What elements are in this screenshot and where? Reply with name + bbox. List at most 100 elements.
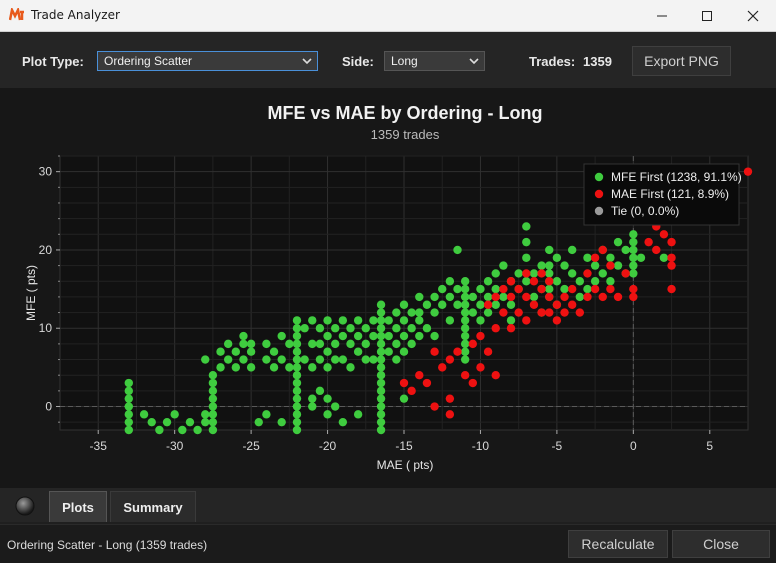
legend-box — [583, 163, 740, 226]
window-title: Trade Analyzer — [31, 8, 120, 22]
side-value: Long — [391, 54, 418, 68]
legend-marker — [594, 206, 604, 216]
mae-first-point — [399, 378, 409, 388]
mfe-first-point — [415, 316, 424, 325]
mfe-first-point — [262, 339, 271, 349]
close-icon — [747, 10, 759, 21]
mae-first-point — [468, 339, 477, 349]
mfe-first-point — [468, 308, 477, 317]
mfe-first-point — [147, 417, 156, 427]
status-bar: Ordering Scatter - Long (1359 trades) Re… — [0, 524, 776, 563]
mfe-first-point — [522, 253, 531, 262]
mae-first-point — [552, 316, 562, 325]
mfe-first-point — [323, 331, 332, 341]
mfe-first-point — [308, 339, 317, 349]
mfe-first-point — [483, 277, 493, 286]
mfe-first-point — [315, 324, 325, 333]
x-tick-label: 5 — [706, 439, 713, 453]
mfe-first-point — [483, 308, 493, 317]
plot-type-select[interactable]: Ordering Scatter — [97, 51, 318, 71]
mfe-first-point — [323, 410, 332, 419]
mfe-first-point — [567, 245, 577, 255]
y-tick-label: 10 — [39, 321, 53, 335]
mfe-first-point — [583, 253, 592, 262]
status-orb-icon — [15, 496, 35, 516]
close-window-button[interactable] — [730, 0, 776, 31]
mae-first-point — [514, 308, 523, 317]
chevron-down-icon — [469, 58, 479, 65]
minimize-button[interactable] — [639, 0, 685, 31]
x-tick-label: -35 — [90, 439, 108, 453]
mae-first-point — [629, 292, 638, 302]
recalculate-button[interactable]: Recalculate — [568, 530, 668, 558]
mfe-first-point — [384, 347, 393, 356]
mfe-first-point — [399, 347, 409, 356]
mfe-first-point — [590, 261, 600, 270]
mae-first-point — [606, 284, 615, 294]
mfe-first-point — [407, 339, 416, 349]
x-tick-label: -30 — [166, 439, 184, 453]
side-select[interactable]: Long — [384, 51, 485, 71]
mfe-first-point — [415, 331, 424, 341]
mfe-first-point — [629, 237, 638, 247]
mfe-first-point — [399, 394, 409, 403]
mae-first-point — [445, 355, 455, 364]
mae-first-point — [659, 230, 669, 239]
mae-first-point — [545, 308, 554, 317]
x-tick-label: -10 — [472, 439, 490, 453]
mae-first-point — [567, 284, 577, 294]
mfe-first-point — [292, 316, 302, 325]
mfe-first-point — [376, 371, 386, 380]
mfe-first-point — [460, 277, 470, 286]
mfe-first-point — [629, 253, 638, 262]
mfe-first-point — [376, 339, 386, 349]
mae-first-point — [598, 292, 607, 302]
mfe-first-point — [369, 355, 378, 364]
title-bar: Trade Analyzer — [0, 0, 776, 32]
mfe-first-point — [262, 355, 271, 364]
mfe-first-point — [285, 363, 294, 372]
mae-first-point — [529, 277, 539, 286]
mfe-first-point — [460, 316, 470, 325]
mfe-first-point — [590, 277, 600, 286]
mae-first-point — [430, 347, 439, 356]
mae-first-point — [613, 292, 623, 302]
mae-first-point — [529, 300, 539, 309]
mae-first-point — [667, 284, 676, 294]
mfe-first-point — [415, 292, 424, 302]
mfe-first-point — [583, 284, 592, 294]
mfe-first-point — [415, 308, 424, 317]
mfe-first-point — [201, 355, 210, 364]
mae-first-point — [522, 316, 531, 325]
maximize-button[interactable] — [684, 0, 730, 31]
y-tick-label: 20 — [39, 243, 53, 257]
mae-first-point — [491, 292, 500, 302]
mfe-first-point — [208, 386, 218, 396]
mfe-first-point — [246, 339, 256, 349]
mae-first-point — [476, 331, 485, 341]
mfe-first-point — [315, 339, 325, 349]
mae-first-point — [499, 284, 508, 294]
tab-summary[interactable]: Summary — [110, 491, 196, 522]
mfe-first-point — [376, 324, 386, 333]
export-png-button[interactable]: Export PNG — [632, 46, 731, 76]
mae-first-point — [667, 237, 676, 247]
mfe-first-point — [376, 394, 386, 403]
mfe-first-point — [315, 355, 325, 364]
mae-first-point — [590, 253, 600, 262]
close-button[interactable]: Close — [672, 530, 770, 558]
mfe-first-point — [292, 324, 302, 333]
mae-first-point — [522, 292, 531, 302]
mfe-first-point — [384, 331, 393, 341]
toolbar: Plot Type: Ordering Scatter Side: Long T… — [0, 32, 776, 88]
x-tick-label: -20 — [319, 439, 337, 453]
trades-count: 1359 — [583, 54, 612, 69]
mfe-first-point — [545, 269, 554, 278]
mfe-first-point — [300, 355, 309, 364]
mfe-first-point — [460, 292, 470, 302]
tab-plots[interactable]: Plots — [49, 491, 107, 522]
mfe-first-point — [613, 237, 623, 247]
mae-first-point — [422, 378, 432, 388]
mae-first-point — [460, 371, 470, 380]
mae-first-point — [644, 237, 653, 247]
